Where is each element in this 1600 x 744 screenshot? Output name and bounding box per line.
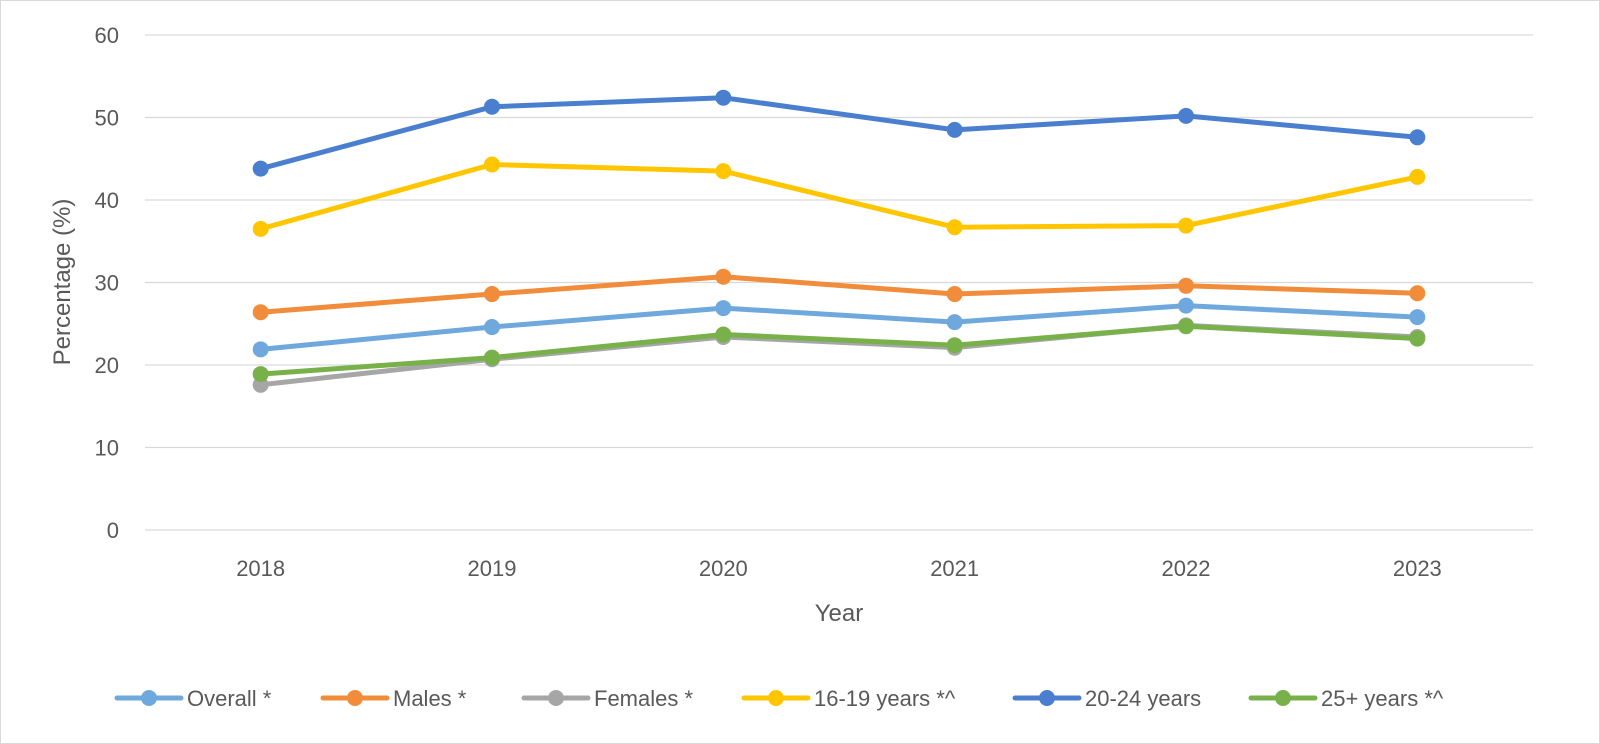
y-tick-label: 50 xyxy=(95,106,119,131)
y-axis-ticks: 0 10 20 30 40 50 60 xyxy=(95,23,119,543)
y-tick-label: 0 xyxy=(107,518,119,543)
legend-item: Overall * xyxy=(114,686,272,711)
series-6 xyxy=(252,318,1426,383)
data-point xyxy=(1178,107,1194,124)
legend-label: 16-19 years *^ xyxy=(814,686,956,711)
legend-marker xyxy=(768,690,784,706)
series-1 xyxy=(252,297,1426,358)
data-point xyxy=(946,121,963,138)
data-point xyxy=(946,314,963,331)
series-line xyxy=(258,274,1420,315)
x-tick-label: 2021 xyxy=(930,556,979,581)
legend-label: 25+ years *^ xyxy=(1321,686,1444,711)
data-point xyxy=(715,268,732,285)
data-point xyxy=(252,220,269,237)
data-point xyxy=(1409,330,1426,347)
legend-label: Females * xyxy=(594,686,693,711)
data-point xyxy=(252,304,269,321)
legend-item: 20-24 years xyxy=(1012,686,1201,711)
y-tick-label: 60 xyxy=(95,23,119,48)
y-tick-label: 30 xyxy=(95,271,119,296)
data-point xyxy=(715,89,732,106)
x-axis-title: Year xyxy=(815,600,864,627)
data-point xyxy=(1409,285,1426,302)
series-line xyxy=(258,95,1420,172)
data-point xyxy=(715,163,732,180)
data-point xyxy=(946,286,963,303)
data-point xyxy=(1178,297,1194,314)
data-point xyxy=(1178,277,1194,294)
legend-label: Males * xyxy=(393,686,467,711)
legend-label: 20-24 years xyxy=(1085,686,1201,711)
legend-marker xyxy=(141,690,157,706)
series-2 xyxy=(252,268,1426,321)
legend-marker xyxy=(1275,690,1291,706)
series xyxy=(252,89,1426,393)
legend-item: Females * xyxy=(521,686,693,711)
data-point xyxy=(1178,318,1194,335)
legend-item: 16-19 years *^ xyxy=(741,686,956,711)
data-point xyxy=(252,366,269,383)
series-line xyxy=(258,303,1420,352)
legend-label: Overall * xyxy=(187,686,272,711)
x-tick-label: 2023 xyxy=(1393,556,1442,581)
data-point xyxy=(1409,309,1426,326)
data-point xyxy=(484,319,500,336)
x-tick-label: 2022 xyxy=(1162,556,1211,581)
gridlines xyxy=(145,34,1533,531)
legend-item: 25+ years *^ xyxy=(1248,686,1444,711)
series-5 xyxy=(252,89,1426,177)
data-point xyxy=(946,337,963,354)
x-axis-ticks: 2018 2019 2020 2021 2022 2023 xyxy=(236,556,1442,581)
y-tick-label: 40 xyxy=(95,188,119,213)
y-tick-label: 20 xyxy=(95,353,119,378)
y-tick-label: 10 xyxy=(95,436,119,461)
legend-marker xyxy=(1039,690,1055,706)
data-point xyxy=(715,326,732,343)
legend-item: Males * xyxy=(320,686,467,711)
data-point xyxy=(1409,168,1426,185)
data-point xyxy=(715,300,732,317)
data-point xyxy=(252,341,269,358)
data-point xyxy=(252,160,269,177)
series-line xyxy=(258,323,1420,377)
data-point xyxy=(484,349,500,366)
legend-marker xyxy=(548,690,564,706)
series-4 xyxy=(252,156,1426,237)
legend: Overall * Males * Females * 16-19 years *^ 2… xyxy=(114,686,1444,711)
data-point xyxy=(1409,129,1426,146)
x-tick-label: 2020 xyxy=(699,556,748,581)
data-point xyxy=(484,98,500,115)
y-axis-title: Percentage (%) xyxy=(49,199,76,366)
x-tick-label: 2018 xyxy=(236,556,285,581)
x-tick-label: 2019 xyxy=(468,556,517,581)
series-line xyxy=(258,162,1420,232)
data-point xyxy=(484,286,500,303)
data-point xyxy=(946,219,963,236)
data-point xyxy=(484,156,500,173)
legend-marker xyxy=(347,690,363,706)
data-point xyxy=(1178,217,1194,234)
